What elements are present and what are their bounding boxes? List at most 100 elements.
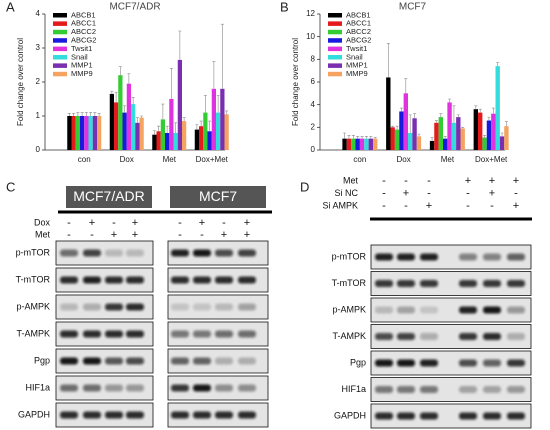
blot-band — [171, 357, 189, 365]
blot-band — [83, 249, 101, 257]
bar — [399, 111, 404, 150]
bar — [84, 116, 89, 150]
protein-label: Pgp — [34, 355, 50, 365]
bar — [216, 112, 221, 150]
x-tick-label: Dox+Met — [196, 155, 229, 164]
treatment-mark: + — [489, 187, 495, 199]
bar — [456, 117, 461, 150]
treatment-mark: + — [199, 217, 205, 229]
blot-band — [215, 276, 233, 284]
blot-band — [397, 412, 415, 420]
bar — [156, 131, 161, 150]
treatment-mark: + — [426, 200, 432, 212]
blot-band — [171, 384, 189, 392]
blot-band — [126, 249, 144, 257]
protein-label: T-mTOR — [332, 278, 367, 288]
error-bar — [483, 134, 487, 138]
blot-band — [507, 359, 525, 367]
legend-label: MMP9 — [71, 69, 93, 78]
error-bar — [76, 112, 80, 116]
blot-band — [105, 249, 123, 257]
blot-band — [105, 330, 123, 338]
blot-band — [238, 303, 256, 311]
blot-band — [420, 253, 438, 261]
y-tick-label: 2 — [36, 77, 41, 86]
blot-band — [459, 359, 477, 367]
legend-label: ABCG2 — [346, 35, 371, 44]
blot-band — [60, 249, 78, 257]
treatment-label: Si AMPK — [322, 200, 358, 210]
bar — [491, 113, 496, 150]
error-bar — [491, 107, 495, 114]
blot-band — [483, 359, 501, 367]
bar — [403, 93, 408, 150]
blot-band — [215, 384, 233, 392]
protein-label: T-AMPK — [16, 328, 50, 338]
error-bar — [110, 90, 114, 94]
error-bar — [165, 125, 169, 133]
error-bar — [351, 134, 355, 139]
blot-band — [459, 306, 477, 314]
legend-swatch — [328, 46, 342, 52]
legend-label: Twsit1 — [346, 44, 367, 53]
blot-band — [215, 249, 233, 257]
blot-band — [215, 303, 233, 311]
blot-band — [397, 386, 415, 393]
error-bar — [216, 95, 220, 113]
bar — [342, 138, 347, 150]
blot-band — [507, 386, 525, 393]
treatment-mark: - — [427, 187, 431, 199]
blot-band — [238, 249, 256, 257]
blot-band — [483, 386, 501, 393]
treatment-mark: + — [111, 229, 117, 241]
legend-swatch — [328, 71, 342, 77]
blot-band — [126, 330, 144, 338]
error-bar — [487, 116, 491, 121]
treatment-label: Dox — [34, 217, 51, 227]
blot-band — [375, 253, 393, 261]
legend-swatch — [328, 29, 342, 35]
panel-label: A — [6, 0, 15, 14]
bar — [504, 126, 509, 150]
treatment-mark: - — [67, 217, 71, 229]
treatment-label: Met — [35, 229, 51, 239]
error-bar — [399, 107, 403, 112]
blot-band — [126, 357, 144, 365]
legend-swatch — [53, 71, 67, 77]
bar — [434, 122, 439, 150]
bar — [122, 112, 127, 150]
treatment-mark: + — [513, 200, 519, 212]
blot-band — [483, 280, 501, 287]
legend-label: ABCC1 — [346, 19, 371, 28]
bar — [460, 128, 465, 150]
error-bar — [123, 105, 127, 113]
bar — [429, 140, 435, 150]
error-bar — [474, 105, 478, 110]
legend-label: ABCC1 — [71, 19, 96, 28]
bar — [478, 112, 483, 150]
error-bar — [93, 112, 97, 116]
bar — [165, 133, 170, 150]
treatment-mark: - — [178, 217, 182, 229]
treatment-mark: + — [489, 175, 495, 187]
blot-band — [397, 359, 415, 367]
legend-swatch — [53, 63, 67, 68]
bar — [97, 116, 102, 150]
error-bar — [430, 137, 434, 141]
error-bar — [161, 103, 165, 120]
error-bar — [417, 133, 421, 137]
x-tick-label: Dox — [397, 155, 411, 164]
blot-band — [397, 280, 415, 287]
error-bar — [118, 66, 122, 76]
error-bar — [395, 125, 399, 130]
legend-swatch — [328, 38, 342, 43]
bar — [482, 137, 487, 150]
blot-band — [215, 357, 233, 365]
bar — [135, 122, 140, 150]
blot-band — [375, 306, 393, 314]
blot-band — [193, 411, 211, 419]
treatment-mark: - — [382, 200, 386, 212]
treatment-label: Si NC — [334, 188, 358, 198]
error-bar — [356, 136, 360, 139]
